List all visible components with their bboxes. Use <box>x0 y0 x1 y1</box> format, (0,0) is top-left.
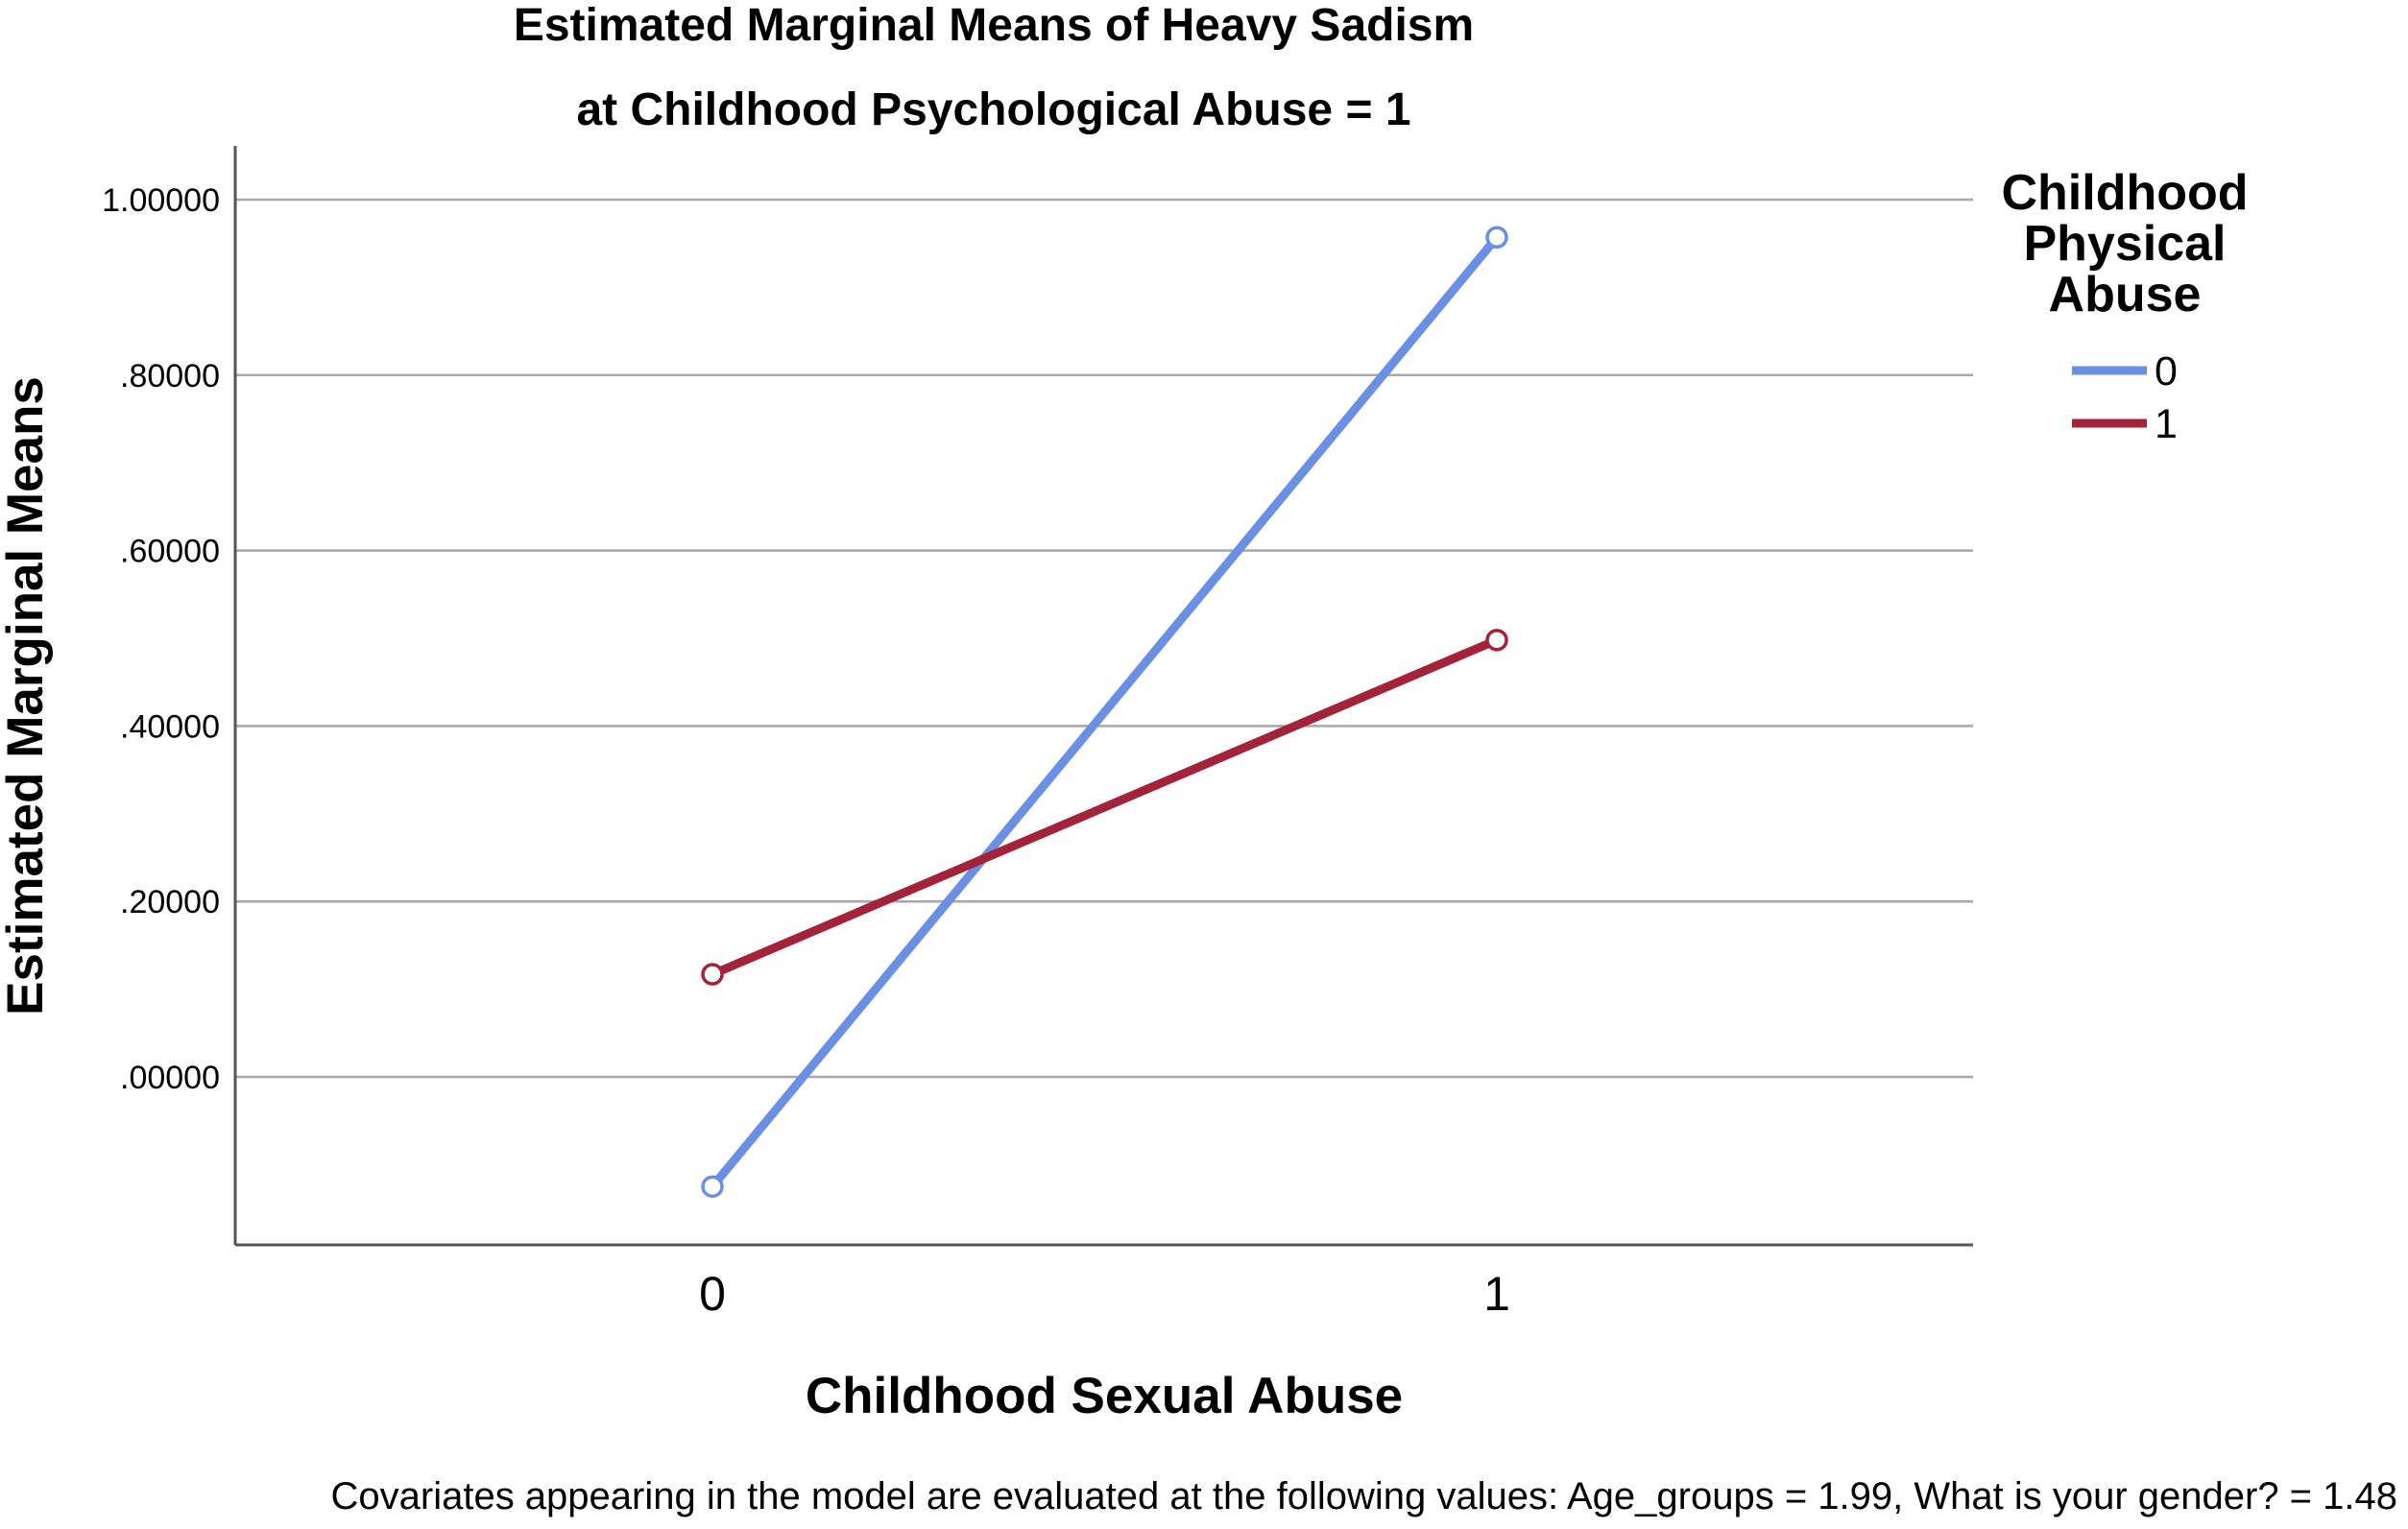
chart-title: Estimated Marginal Means of Heavy Sadism… <box>514 0 1474 135</box>
y-tick-label-3: .60000 <box>120 534 220 570</box>
y-tick-label-2: .40000 <box>120 708 220 745</box>
gridlines <box>235 198 1973 1079</box>
y-tick-label-4: .80000 <box>120 358 220 394</box>
chart-title-line-1: Estimated Marginal Means of Heavy Sadism <box>514 0 1474 51</box>
series-1-point-0 <box>701 963 724 986</box>
legend-label-0: 0 <box>2155 348 2178 394</box>
y-tick-label-1: .20000 <box>120 884 220 920</box>
axes <box>233 146 1973 1247</box>
series <box>701 226 1508 1198</box>
y-axis-title: Estimated Marginal Means <box>0 376 54 1015</box>
legend-title-line-2: Physical <box>2023 216 2226 272</box>
legend-label-1: 1 <box>2155 401 2178 447</box>
chart-title-line-2: at Childhood Psychological Abuse = 1 <box>576 84 1410 135</box>
legend-title-line-1: Childhood <box>2001 165 2248 221</box>
y-tick-label-5: 1.00000 <box>102 182 220 219</box>
series-0-point-0 <box>701 1175 724 1198</box>
series-line-0 <box>708 232 1502 1191</box>
x-axis-title: Childhood Sexual Abuse <box>806 1368 1403 1424</box>
series-0-point-1 <box>1485 226 1508 250</box>
covariates-footnote: Covariates appearing in the model are ev… <box>331 1475 2398 1517</box>
legend-title-line-3: Abuse <box>2049 267 2202 323</box>
series-line-1 <box>708 635 1502 979</box>
y-tick-labels: .00000 .20000 .40000 .60000 .80000 1.00000 <box>102 182 220 1096</box>
series-1-point-1 <box>1485 629 1508 652</box>
y-tick-label-0: .00000 <box>120 1060 220 1096</box>
x-tick-label-0: 0 <box>699 1267 726 1321</box>
x-tick-label-1: 1 <box>1483 1267 1510 1321</box>
